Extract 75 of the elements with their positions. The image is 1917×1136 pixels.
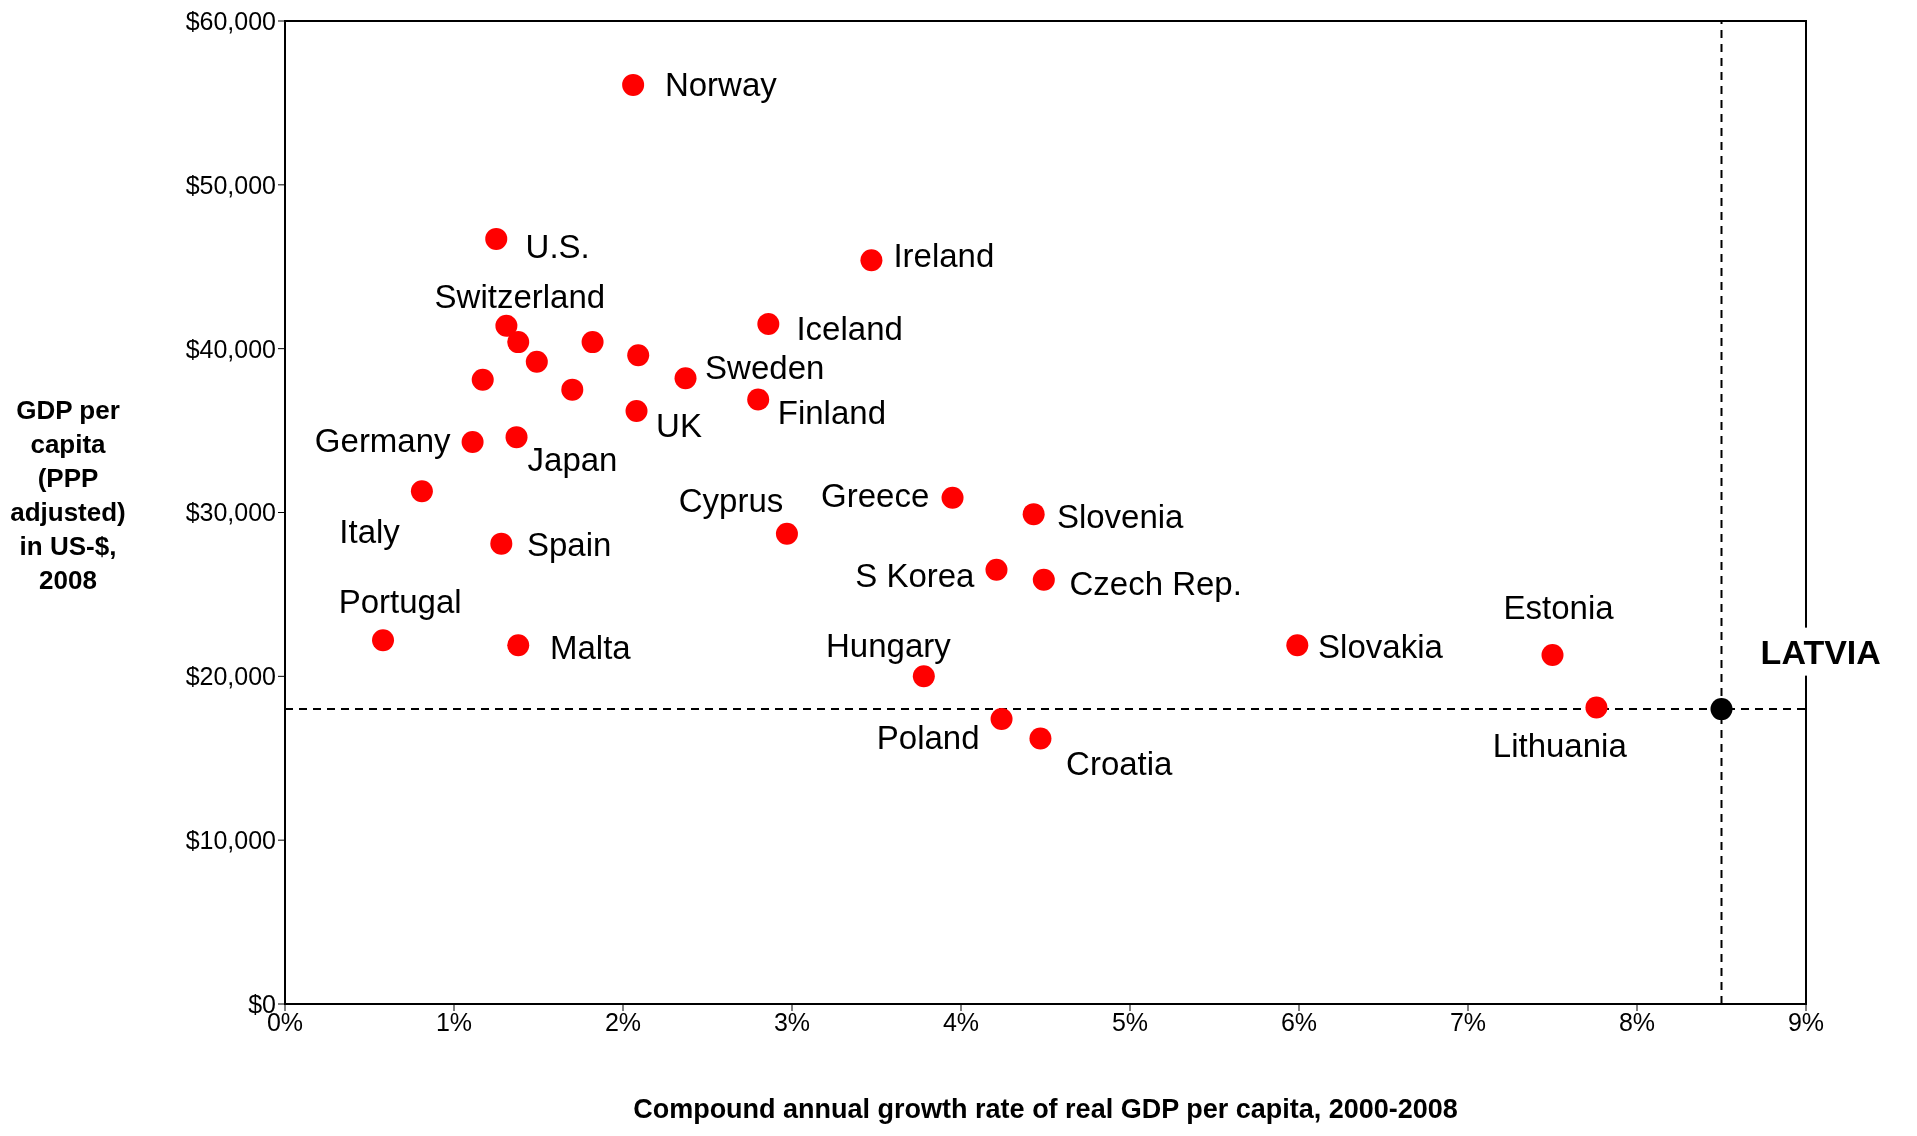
annotation: Norway [664,66,778,104]
x-tick-label: 5% [1111,1007,1149,1036]
y-tick-label: $20,000 [185,662,276,691]
point [757,313,780,336]
annotation: Lithuania [1492,726,1628,764]
x-tick-label: 7% [1449,1007,1487,1036]
point [1032,568,1055,591]
point [622,73,645,96]
point [490,532,513,555]
point [674,367,697,390]
point [1286,634,1309,657]
point [372,629,395,652]
point [495,314,518,337]
x-tick-label: 8% [1618,1007,1656,1036]
annotation: Japan [527,440,618,478]
point [1022,503,1045,526]
x-tick-label: 9% [1787,1007,1825,1036]
point [990,707,1013,730]
annotation: Cyprus [678,482,784,520]
point [941,486,964,509]
x-tick-label: 1% [435,1007,473,1036]
annotation: Hungary [826,627,952,665]
x-tick-label: 4% [942,1007,980,1036]
annotation: Finland [777,394,886,432]
point [507,634,530,657]
annotation: Ireland [893,236,995,274]
point [1710,698,1733,721]
annotation: Greece [821,476,930,514]
point [525,350,548,373]
annotation: Iceland [796,310,903,348]
point [860,249,883,272]
annotation: Czech Rep. [1069,564,1242,602]
annotation: Slovenia [1056,498,1185,536]
point [471,368,494,391]
point [912,665,935,688]
point [485,227,508,250]
annotation: Croatia [1066,744,1174,782]
annotation: Estonia [1503,588,1615,626]
annotation: Slovakia [1318,627,1444,665]
y-tick-label: $10,000 [185,826,276,855]
annotation: UK [656,407,702,445]
point [747,388,770,411]
y-tick-label: $40,000 [185,334,276,363]
point [1029,727,1052,750]
point [461,431,484,454]
y-tick-label: $60,000 [185,6,276,35]
y-tick-label: $50,000 [185,170,276,199]
point [410,480,433,503]
point [581,331,604,354]
y-axis-title: GDP per capita (PPP adjusted) in US-$, 2008 [9,394,127,597]
annotation: LATVIA [1760,632,1881,671]
point [1585,696,1608,719]
annotation: U.S. [525,227,590,265]
point [1541,644,1564,667]
point [625,399,648,422]
x-tick-label: 6% [1280,1007,1318,1036]
annotation: Poland [876,718,980,756]
point [775,522,798,545]
x-axis-title: Compound annual growth rate of real GDP per capita, 2000-2008 [633,1094,1458,1124]
point [507,331,530,354]
annotation: Germany [314,422,452,460]
annotation: Portugal [338,582,462,620]
annotation: Sweden [705,348,825,386]
annotation: Spain [526,526,612,564]
annotation: Italy [339,513,401,551]
point [627,344,650,367]
point [985,558,1008,581]
x-tick-label: 3% [773,1007,811,1036]
x-tick-label: 2% [604,1007,642,1036]
point [505,426,528,449]
annotation: Malta [550,629,632,667]
annotation: S Korea [855,557,976,595]
annotation: Switzerland [434,277,606,315]
point [561,378,584,401]
y-tick-label: $30,000 [185,498,276,527]
